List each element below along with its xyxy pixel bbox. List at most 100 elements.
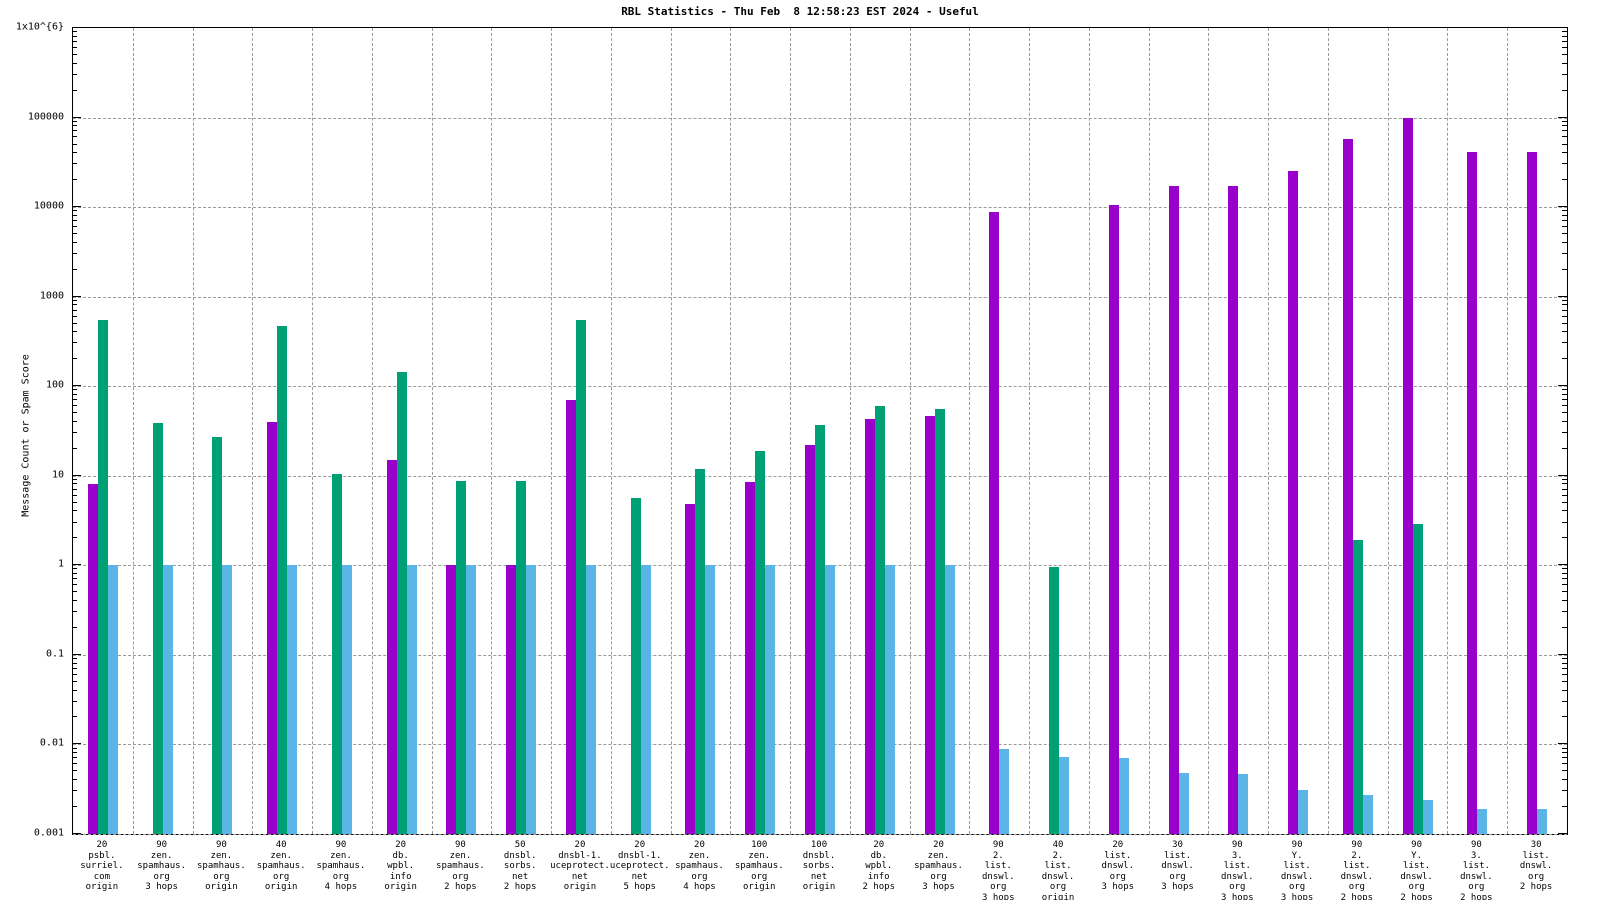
y-tick-minor [72,405,77,407]
y-tick-minor [1562,210,1567,212]
y-tick-minor [72,210,77,212]
y-tick-label: 1 [57,558,64,570]
gridline-vertical [1208,28,1210,834]
y-tick-minor [1562,241,1567,243]
y-tick-minor [72,163,77,165]
y-tick-minor [1562,494,1567,496]
gridline-vertical [312,28,314,834]
y-tick-minor [1562,358,1567,360]
y-tick-label: 1000 [39,290,64,302]
gridline-vertical [1507,28,1509,834]
bar-notspam [864,419,875,834]
bar-spam [277,326,288,834]
y-tick-minor [72,412,77,414]
x-tick-label: 30 list. dnswl. org 2 hops [1519,840,1553,892]
y-tick-minor [72,120,77,122]
y-tick-major [1558,206,1567,208]
y-tick-minor [72,700,77,702]
y-tick-minor [72,478,77,480]
y-tick-minor [1562,331,1567,333]
y-tick-major [72,564,81,566]
gridline-vertical [1088,28,1090,834]
bar-notspam [1342,138,1353,834]
y-tick-minor [72,268,77,270]
y-tick-minor [72,225,77,227]
bar-notspam [565,400,576,834]
y-tick-minor [72,806,77,808]
y-tick-minor [72,136,77,138]
y-tick-minor [72,770,77,772]
bar-spam [516,480,527,834]
gridline-vertical [192,28,194,834]
y-tick-major [1558,653,1567,655]
bar-score [944,565,955,834]
y-tick-minor [72,315,77,317]
y-tick-minor [72,447,77,449]
y-tick-minor [72,420,77,422]
y-tick-minor [72,584,77,586]
y-tick-label: 100000 [27,111,64,123]
gridline-vertical [1029,28,1031,834]
y-tick-minor [72,673,77,675]
bar-score [1178,772,1189,834]
y-tick-minor [1562,591,1567,593]
y-tick-minor [72,488,77,490]
y-tick-minor [1562,342,1567,344]
y-tick-major [72,385,81,387]
bar-notspam [745,481,756,834]
y-tick-minor [1562,252,1567,254]
gridline-vertical [969,28,971,834]
y-tick-minor [1562,46,1567,48]
y-tick-major [72,474,81,476]
bar-score [1477,809,1488,834]
x-tick-label: 40 2. list. dnswl. org origin [1041,840,1075,900]
gridline-vertical [610,28,612,834]
y-tick-minor [1562,389,1567,391]
y-tick-major [1558,385,1567,387]
gridline-vertical [1327,28,1329,834]
y-tick-minor [1562,584,1567,586]
y-tick-minor [72,573,77,574]
y-tick-minor [1562,432,1567,434]
bar-notspam [1288,171,1299,834]
x-tick-label: 90 zen. spamhaus. org origin [197,840,246,892]
y-tick-minor [72,358,77,360]
bar-spam [755,450,766,834]
y-tick-major [1558,295,1567,297]
bar-score [1362,795,1373,834]
y-tick-minor [1562,662,1567,664]
y-tick-minor [1562,214,1567,216]
y-tick-label: 100 [45,379,64,391]
gridline-vertical [670,28,672,834]
gridline-vertical [431,28,433,834]
chart-title: RBL Statistics - Thu Feb 8 12:58:23 EST … [621,5,979,18]
y-tick-minor [72,73,77,75]
bar-spam [212,437,223,834]
x-tick-label: 90 2. list. dnswl. org 3 hops [982,840,1015,900]
x-tick-label: 20 db. wpbl. info 2 hops [862,840,895,892]
y-tick-minor [1562,806,1567,808]
bar-notspam [924,415,935,834]
bar-notspam [386,460,397,834]
bar-score [1537,809,1548,834]
y-tick-minor [1562,483,1567,485]
y-tick-minor [1562,770,1567,772]
y-tick-label: 0.01 [39,737,64,749]
y-tick-minor [72,611,77,613]
y-tick-major [72,833,81,834]
gridline-vertical [730,28,732,834]
y-tick-minor [1562,163,1567,165]
y-tick-label: 0.001 [33,827,64,839]
bar-notspam [87,484,98,834]
gridline-vertical [849,28,851,834]
gridline-vertical [1447,28,1449,834]
y-tick-minor [72,89,77,91]
y-tick-minor [1562,120,1567,122]
y-tick-minor [72,130,77,132]
bar-spam [331,473,342,834]
y-tick-minor [72,389,77,391]
y-tick-minor [72,53,77,55]
y-tick-label: 1x10^{6} [15,21,64,33]
bar-score [107,565,118,834]
y-tick-minor [1562,322,1567,324]
